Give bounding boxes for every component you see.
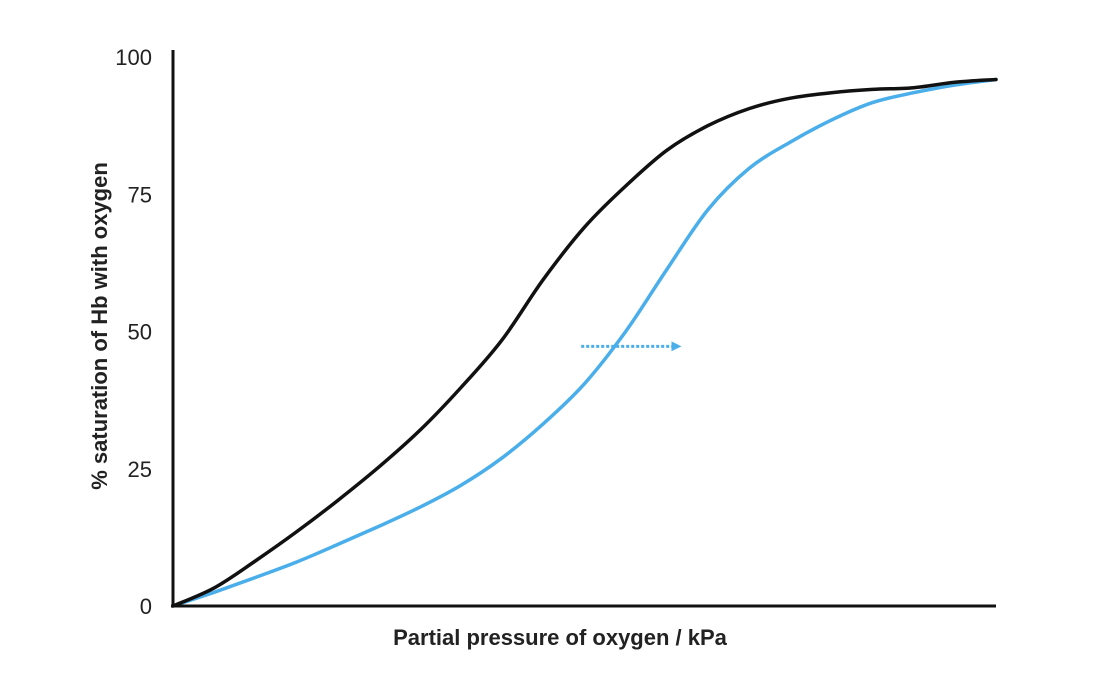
series-line-black — [171, 77, 998, 608]
x-axis-title: Partial pressure of oxygen / kPa — [393, 625, 728, 650]
plot-area — [171, 77, 998, 608]
y-tick-labels: 0 25 50 75 100 — [115, 45, 152, 619]
y-tick-label: 25 — [128, 457, 152, 482]
series-line-blue — [171, 77, 998, 608]
y-tick-label: 50 — [128, 320, 152, 345]
y-axis-title: % saturation of Hb with oxygen — [87, 162, 112, 490]
y-tick-label: 0 — [140, 594, 152, 619]
y-tick-label: 100 — [115, 45, 152, 70]
y-tick-label: 75 — [128, 182, 152, 207]
